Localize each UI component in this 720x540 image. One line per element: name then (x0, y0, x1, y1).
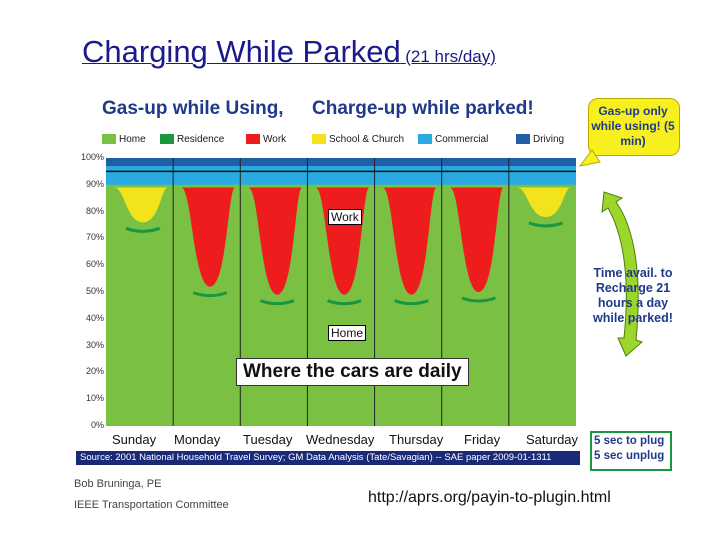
plug-callout (590, 431, 672, 471)
work-dip-thursday (382, 187, 437, 295)
driving-area (106, 158, 576, 167)
legend-label: School & Church (329, 133, 405, 145)
y-tick-label: 80% (85, 205, 104, 216)
callout-arrows (578, 149, 643, 357)
residence-rim (125, 226, 161, 233)
footer-url[interactable]: http://aprs.org/payin-to-plugin.html (368, 489, 611, 506)
y-tick-label: 40% (85, 312, 104, 323)
legend-item: Work (246, 132, 286, 146)
plug-text: 5 sec to plug 5 sec unplug (594, 435, 665, 462)
legend-label: Work (263, 133, 287, 145)
legend-swatch (102, 134, 116, 144)
title-main: Charging While Parked (82, 34, 401, 69)
gas-up-text: Gas-up only while using! (5 min) (591, 104, 675, 148)
legend-item: Home (102, 132, 146, 146)
residence-rim (461, 296, 496, 303)
title-sub: (21 hrs/day) (405, 47, 496, 66)
time-avail-text: Time avail. to Recharge 21 hours a day w… (593, 266, 673, 325)
gas-up-pointer (578, 149, 601, 167)
y-tick-label: 70% (85, 232, 104, 243)
double-arrow (601, 191, 643, 357)
work-dip-monday (181, 187, 235, 287)
residence-rim (192, 291, 228, 298)
legend-label: Home (119, 133, 146, 145)
work-area-label: Work (328, 209, 362, 225)
day-label: Saturday (526, 432, 579, 447)
area-chart (106, 158, 576, 426)
day-label: Sunday (112, 432, 157, 447)
work-dip-sunday (114, 187, 168, 223)
page-title: Charging While Parked (21 hrs/day) (82, 34, 496, 70)
legend-label: Commercial (435, 133, 489, 145)
legend-item: Residence (160, 132, 224, 146)
legend-swatch (312, 134, 326, 144)
legend-header-left: Gas-up while Using, (102, 98, 284, 119)
y-tick-label: 50% (85, 286, 104, 296)
residence-rim (394, 299, 429, 306)
gas-up-callout (588, 98, 680, 156)
legend-label: Residence (177, 133, 225, 145)
legend-swatch (516, 134, 530, 144)
day-label: Tuesday (243, 432, 293, 447)
footer-org: IEEE Transportation Committee (74, 499, 229, 511)
home-area-label: Home (328, 325, 367, 341)
y-tick-label: 30% (85, 339, 104, 350)
legend-swatch (160, 134, 174, 144)
y-tick-label: 0% (90, 420, 104, 430)
legend-swatch (418, 134, 432, 144)
work-dip-friday (449, 187, 504, 292)
residence-rim (528, 221, 564, 228)
legend-swatch (246, 134, 260, 144)
residence-rim (259, 299, 295, 306)
day-label: Monday (174, 432, 221, 447)
legend-label: Driving (533, 133, 565, 145)
y-tick-label: 20% (85, 366, 104, 377)
source-bar: Source: 2001 National Household Travel S… (76, 451, 580, 465)
y-tick-label: 90% (85, 178, 104, 189)
y-tick-label: 100% (80, 152, 104, 162)
day-label: Thursday (389, 432, 444, 447)
chart-title: Where the cars are daily (236, 358, 469, 386)
day-label: Wednesday (306, 432, 375, 447)
residence-rim (327, 299, 362, 306)
y-tick-label: 10% (85, 393, 104, 404)
legend-item: Driving (516, 132, 564, 146)
y-tick-label: 60% (85, 259, 104, 270)
legend-item: Commercial (418, 132, 488, 146)
work-dip-tuesday (248, 187, 303, 295)
day-label: Friday (464, 432, 501, 447)
legend-item: School & Church (312, 132, 404, 146)
work-dip-saturday (516, 187, 571, 217)
footer-author: Bob Bruninga, PE (74, 478, 162, 490)
legend-header-right: Charge-up while parked! (312, 98, 534, 119)
